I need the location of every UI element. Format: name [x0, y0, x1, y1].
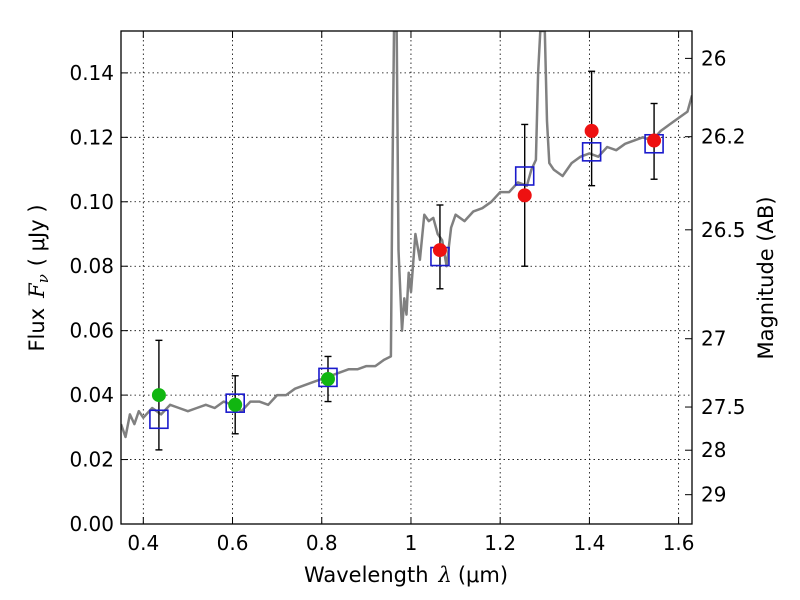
observed-point-red [584, 123, 599, 138]
grid [121, 31, 692, 525]
x-axis-ticks: 0.4 0.6 0.8 1 1.2 1.4 1.6 [127, 31, 695, 555]
model-spectrum-line [121, 31, 692, 439]
x-axis-label-text: Wavelength [304, 563, 429, 587]
model-photometry-square [514, 166, 535, 186]
y-axis-ticks: 0.00 0.02 0.04 0.06 0.08 0.10 0.12 0.14 [69, 61, 128, 536]
x-axis-label-unit: (μm) [458, 563, 508, 587]
x-tick-label: 1.4 [573, 531, 605, 555]
y-tick-label: 0.02 [69, 448, 114, 472]
observed-flux-markers [151, 123, 662, 412]
y-tick-label: 0.08 [69, 254, 114, 278]
x-tick-label: 0.8 [306, 531, 338, 555]
y-axis-label-text: Flux [25, 308, 49, 352]
right-axis-tick-label: 26.5 [701, 218, 746, 242]
x-tick-label: 0.4 [127, 531, 159, 555]
right-axis-tick-label: 26.2 [701, 125, 746, 149]
y-tick-label: 0.04 [69, 383, 114, 407]
y-axis-label-unit: ( μJy ) [25, 204, 49, 266]
observed-point-red [647, 133, 662, 148]
y-tick-label: 0.12 [69, 125, 114, 149]
y-tick-label: 0.00 [69, 512, 114, 536]
observed-point-green [320, 372, 335, 386]
x-axis-label-symbol: λ [438, 563, 452, 587]
right-axis-tick-label: 26 [701, 46, 726, 70]
error-bars [155, 70, 658, 451]
model-photometry-markers [149, 133, 664, 430]
observed-point-green [151, 388, 166, 403]
y-tick-label: 0.10 [69, 190, 114, 214]
observed-point-red [432, 243, 447, 258]
x-tick-label: 1.6 [663, 531, 695, 555]
right-axis-label: Magnitude (AB) [754, 196, 778, 359]
right-axis-tick-label: 29 [701, 483, 726, 507]
y-axis-label-subscript: ν [34, 274, 52, 283]
y-axis-label: Flux Fν ( μJy ) [25, 204, 52, 351]
y-tick-label: 0.06 [69, 319, 114, 343]
x-tick-label: 1 [405, 531, 418, 555]
y-tick-label: 0.14 [69, 61, 114, 85]
model-spectrum [121, 31, 692, 439]
right-axis-tick-label: 28 [701, 438, 726, 462]
model-photometry-square [149, 409, 169, 430]
x-tick-label: 1.2 [484, 531, 516, 555]
right-axis-ticks: 26 26.2 26.5 27 27.5 28 29 [685, 46, 746, 507]
y-axis-label-symbol: F [25, 282, 49, 299]
right-axis-tick-label: 27.5 [701, 395, 746, 419]
observed-point-red [517, 188, 532, 203]
model-photometry-square [318, 367, 338, 388]
x-tick-label: 0.6 [217, 531, 249, 555]
x-axis-label: Wavelength λ (μm) [304, 563, 508, 587]
model-photometry-square [225, 393, 245, 413]
right-axis-tick-label: 27 [701, 327, 726, 351]
plot-frame [120, 30, 693, 525]
model-photometry-square [581, 142, 602, 162]
observed-point-green [228, 397, 243, 412]
